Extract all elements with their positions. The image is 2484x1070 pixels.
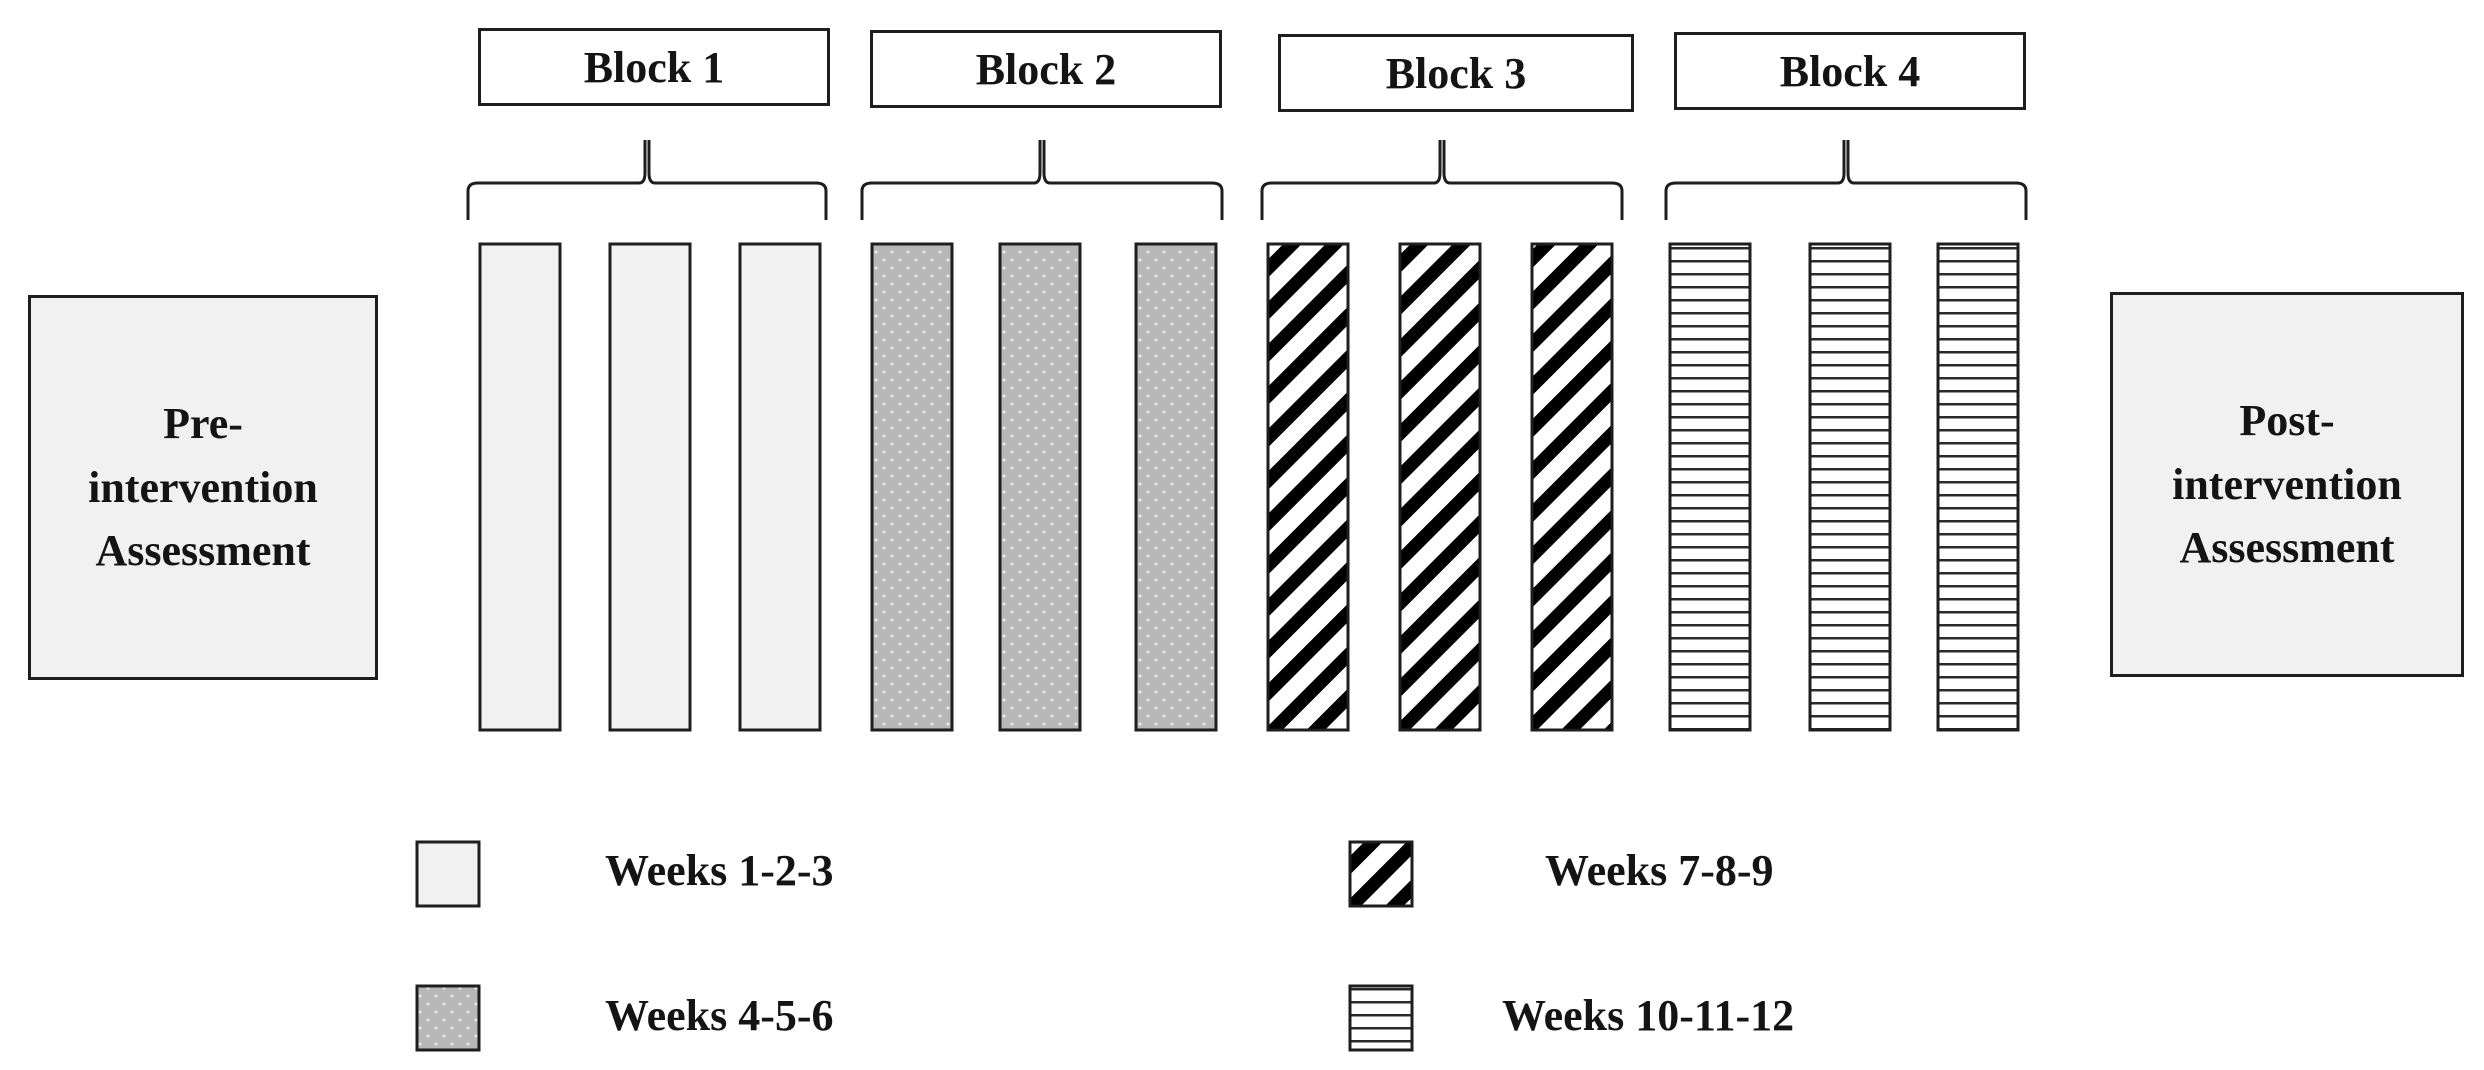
block-4-label: Block 4: [1674, 32, 2026, 110]
week-bar-12: [1936, 242, 2020, 732]
week-bar-10: [1668, 242, 1752, 732]
pre-assessment-line-2: intervention: [88, 462, 318, 512]
legend-label-weeks-1-2-3: Weeks 1-2-3: [605, 846, 834, 895]
week-bar-5: [998, 242, 1082, 732]
legend-swatch-1: [415, 840, 481, 908]
week-bar-8: [1398, 242, 1482, 732]
block-1-brace: [466, 140, 828, 220]
block-3-label: Block 3: [1278, 34, 1634, 112]
legend-swatch-3: [1348, 840, 1414, 908]
block-1-label: Block 1: [478, 28, 830, 106]
week-bar-7: [1266, 242, 1350, 732]
legend-swatch-2: [415, 984, 481, 1052]
week-bar-3: [738, 242, 822, 732]
legend-label-weeks-10-11-12: Weeks 10-11-12: [1502, 991, 1795, 1040]
legend-swatch-4: [1348, 984, 1414, 1052]
block-2-label: Block 2: [870, 30, 1222, 108]
post-assessment-line-3: Assessment: [2179, 523, 2395, 573]
post-assessment-line-2: intervention: [2172, 459, 2402, 509]
week-bar-1: [478, 242, 562, 732]
week-bar-11: [1808, 242, 1892, 732]
legend-label-weeks-7-8-9: Weeks 7-8-9: [1545, 846, 1774, 895]
week-bar-9: [1530, 242, 1614, 732]
post-assessment-line-1: Post-: [2239, 395, 2335, 445]
post-intervention-assessment: Post- intervention Assessment: [2110, 292, 2464, 677]
block-3-brace: [1260, 140, 1624, 220]
block-4-brace: [1664, 140, 2028, 220]
pre-intervention-assessment: Pre- intervention Assessment: [28, 295, 378, 680]
block-2-brace: [860, 140, 1224, 220]
week-bar-2: [608, 242, 692, 732]
week-bar-6: [1134, 242, 1218, 732]
pre-assessment-line-1: Pre-: [163, 398, 243, 448]
week-bar-4: [870, 242, 954, 732]
pre-assessment-line-3: Assessment: [95, 526, 311, 576]
legend-label-weeks-4-5-6: Weeks 4-5-6: [605, 991, 834, 1040]
